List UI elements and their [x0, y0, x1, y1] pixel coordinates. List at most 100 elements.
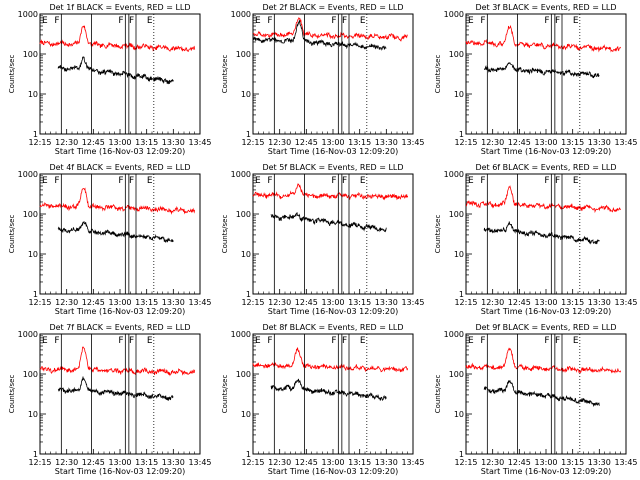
- x-tick-label: 12:45: [82, 138, 105, 147]
- time-marker-label-start: E: [255, 176, 261, 186]
- time-marker-label: E: [147, 16, 153, 26]
- x-tick-label: 13:00: [321, 458, 344, 467]
- time-marker-label: F: [331, 176, 336, 186]
- x-tick-label: 12:30: [55, 138, 78, 147]
- x-tick-label: 12:30: [268, 138, 291, 147]
- x-tick-label: 13:45: [614, 458, 637, 467]
- y-tick-label: 10: [28, 410, 38, 419]
- time-marker-label: F: [118, 176, 123, 186]
- panel-title: Det 9f BLACK = Events, RED = LLD: [475, 323, 616, 332]
- series-red-lld: [252, 347, 409, 373]
- y-tick-label: 100: [236, 210, 251, 219]
- x-tick-label: 12:45: [82, 298, 105, 307]
- x-tick-label: 12:45: [508, 138, 531, 147]
- time-marker-label: F: [54, 336, 59, 346]
- x-tick-label: 12:15: [241, 458, 264, 467]
- time-marker-label: F: [331, 16, 336, 26]
- x-axis-label: Start Time (16-Nov-03 12:09:20): [55, 307, 185, 316]
- panel-title: Det 6f BLACK = Events, RED = LLD: [475, 163, 616, 172]
- x-tick-label: 12:45: [508, 458, 531, 467]
- y-tick-label: 1000: [18, 330, 38, 339]
- x-axis-label: Start Time (16-Nov-03 12:09:20): [55, 147, 185, 156]
- time-marker-label: F: [342, 176, 347, 186]
- x-tick-label: 13:45: [401, 298, 424, 307]
- time-marker-label: F: [54, 16, 59, 26]
- x-tick-label: 13:00: [534, 458, 557, 467]
- panel-det-7: Det 7f BLACK = Events, RED = LLD 1 10 100 10…: [8, 323, 212, 476]
- time-marker-label: F: [267, 336, 272, 346]
- y-axis-label: Counts/sec: [221, 55, 229, 94]
- panel-det-4: Det 4f BLACK = Events, RED = LLD 1 10 100 10…: [8, 163, 212, 316]
- x-tick-label: 13:30: [588, 138, 611, 147]
- x-tick-label: 13:45: [188, 138, 211, 147]
- time-marker-label: E: [147, 176, 153, 186]
- time-marker-label: E: [573, 176, 579, 186]
- time-marker-label: E: [360, 336, 366, 346]
- series-red-lld: [252, 16, 408, 42]
- time-marker-label: F: [118, 336, 123, 346]
- x-tick-label: 12:45: [295, 458, 318, 467]
- x-tick-label: 12:15: [241, 298, 264, 307]
- y-tick-label: 10: [241, 250, 251, 259]
- x-tick-label: 13:15: [135, 138, 158, 147]
- time-marker-label: F: [555, 176, 560, 186]
- y-tick-label: 1000: [18, 170, 38, 179]
- time-marker-label: F: [544, 16, 549, 26]
- series-red-lld: [465, 347, 622, 374]
- y-axis-label: Counts/sec: [8, 55, 16, 94]
- panel-title: Det 5f BLACK = Events, RED = LLD: [262, 163, 403, 172]
- y-axis-label: Counts/sec: [434, 215, 442, 254]
- x-tick-label: 13:45: [614, 138, 637, 147]
- x-tick-label: 13:45: [401, 458, 424, 467]
- panel-det-9: Det 9f BLACK = Events, RED = LLD 1 10 100 10…: [434, 323, 638, 476]
- y-tick-label: 1: [459, 290, 464, 299]
- x-tick-label: 13:15: [135, 298, 158, 307]
- time-marker-label: F: [267, 176, 272, 186]
- x-tick-label: 13:00: [108, 138, 131, 147]
- time-marker-label-start: E: [255, 336, 261, 346]
- y-tick-label: 10: [241, 90, 251, 99]
- series-red-lld: [252, 183, 409, 201]
- x-tick-label: 13:15: [561, 458, 584, 467]
- series-red-lld: [39, 346, 196, 377]
- series-black-events: [270, 378, 387, 401]
- y-tick-label: 1000: [231, 330, 251, 339]
- y-axis-label: Counts/sec: [434, 55, 442, 94]
- y-axis-label: Counts/sec: [434, 375, 442, 414]
- y-tick-label: 1: [246, 450, 251, 459]
- time-marker-label-start: E: [255, 16, 261, 26]
- x-tick-label: 12:30: [55, 298, 78, 307]
- panel-det-6: Det 6f BLACK = Events, RED = LLD 1 10 100 10…: [434, 163, 638, 316]
- x-tick-label: 13:30: [375, 138, 398, 147]
- x-tick-label: 12:15: [454, 138, 477, 147]
- y-tick-label: 100: [236, 370, 251, 379]
- series-red-lld: [465, 24, 622, 53]
- x-tick-label: 13:15: [348, 298, 371, 307]
- series-red-lld: [39, 187, 196, 215]
- x-tick-label: 12:30: [268, 458, 291, 467]
- x-tick-label: 12:15: [454, 458, 477, 467]
- y-tick-label: 10: [28, 90, 38, 99]
- y-tick-label: 10: [454, 90, 464, 99]
- y-tick-label: 1000: [18, 10, 38, 19]
- y-tick-label: 1: [33, 290, 38, 299]
- y-tick-label: 1: [246, 130, 251, 139]
- time-marker-label: F: [129, 16, 134, 26]
- panel-det-5: Det 5f BLACK = Events, RED = LLD 1 10 100 10…: [221, 163, 425, 316]
- y-tick-label: 10: [28, 250, 38, 259]
- series-black-events: [57, 56, 174, 85]
- x-tick-label: 13:00: [108, 458, 131, 467]
- time-marker-label: F: [267, 16, 272, 26]
- y-tick-label: 1000: [231, 10, 251, 19]
- time-marker-label: F: [555, 16, 560, 26]
- time-marker-label: E: [360, 176, 366, 186]
- y-axis-label: Counts/sec: [8, 375, 16, 414]
- x-tick-label: 12:15: [28, 138, 51, 147]
- series-black-events: [270, 212, 387, 233]
- time-marker-label: F: [129, 176, 134, 186]
- panel-det-1: Det 1f BLACK = Events, RED = LLD 1 10 100 10…: [8, 3, 212, 156]
- x-tick-label: 13:15: [561, 298, 584, 307]
- time-marker-label: F: [54, 176, 59, 186]
- x-tick-label: 12:15: [28, 458, 51, 467]
- time-marker-label: F: [544, 176, 549, 186]
